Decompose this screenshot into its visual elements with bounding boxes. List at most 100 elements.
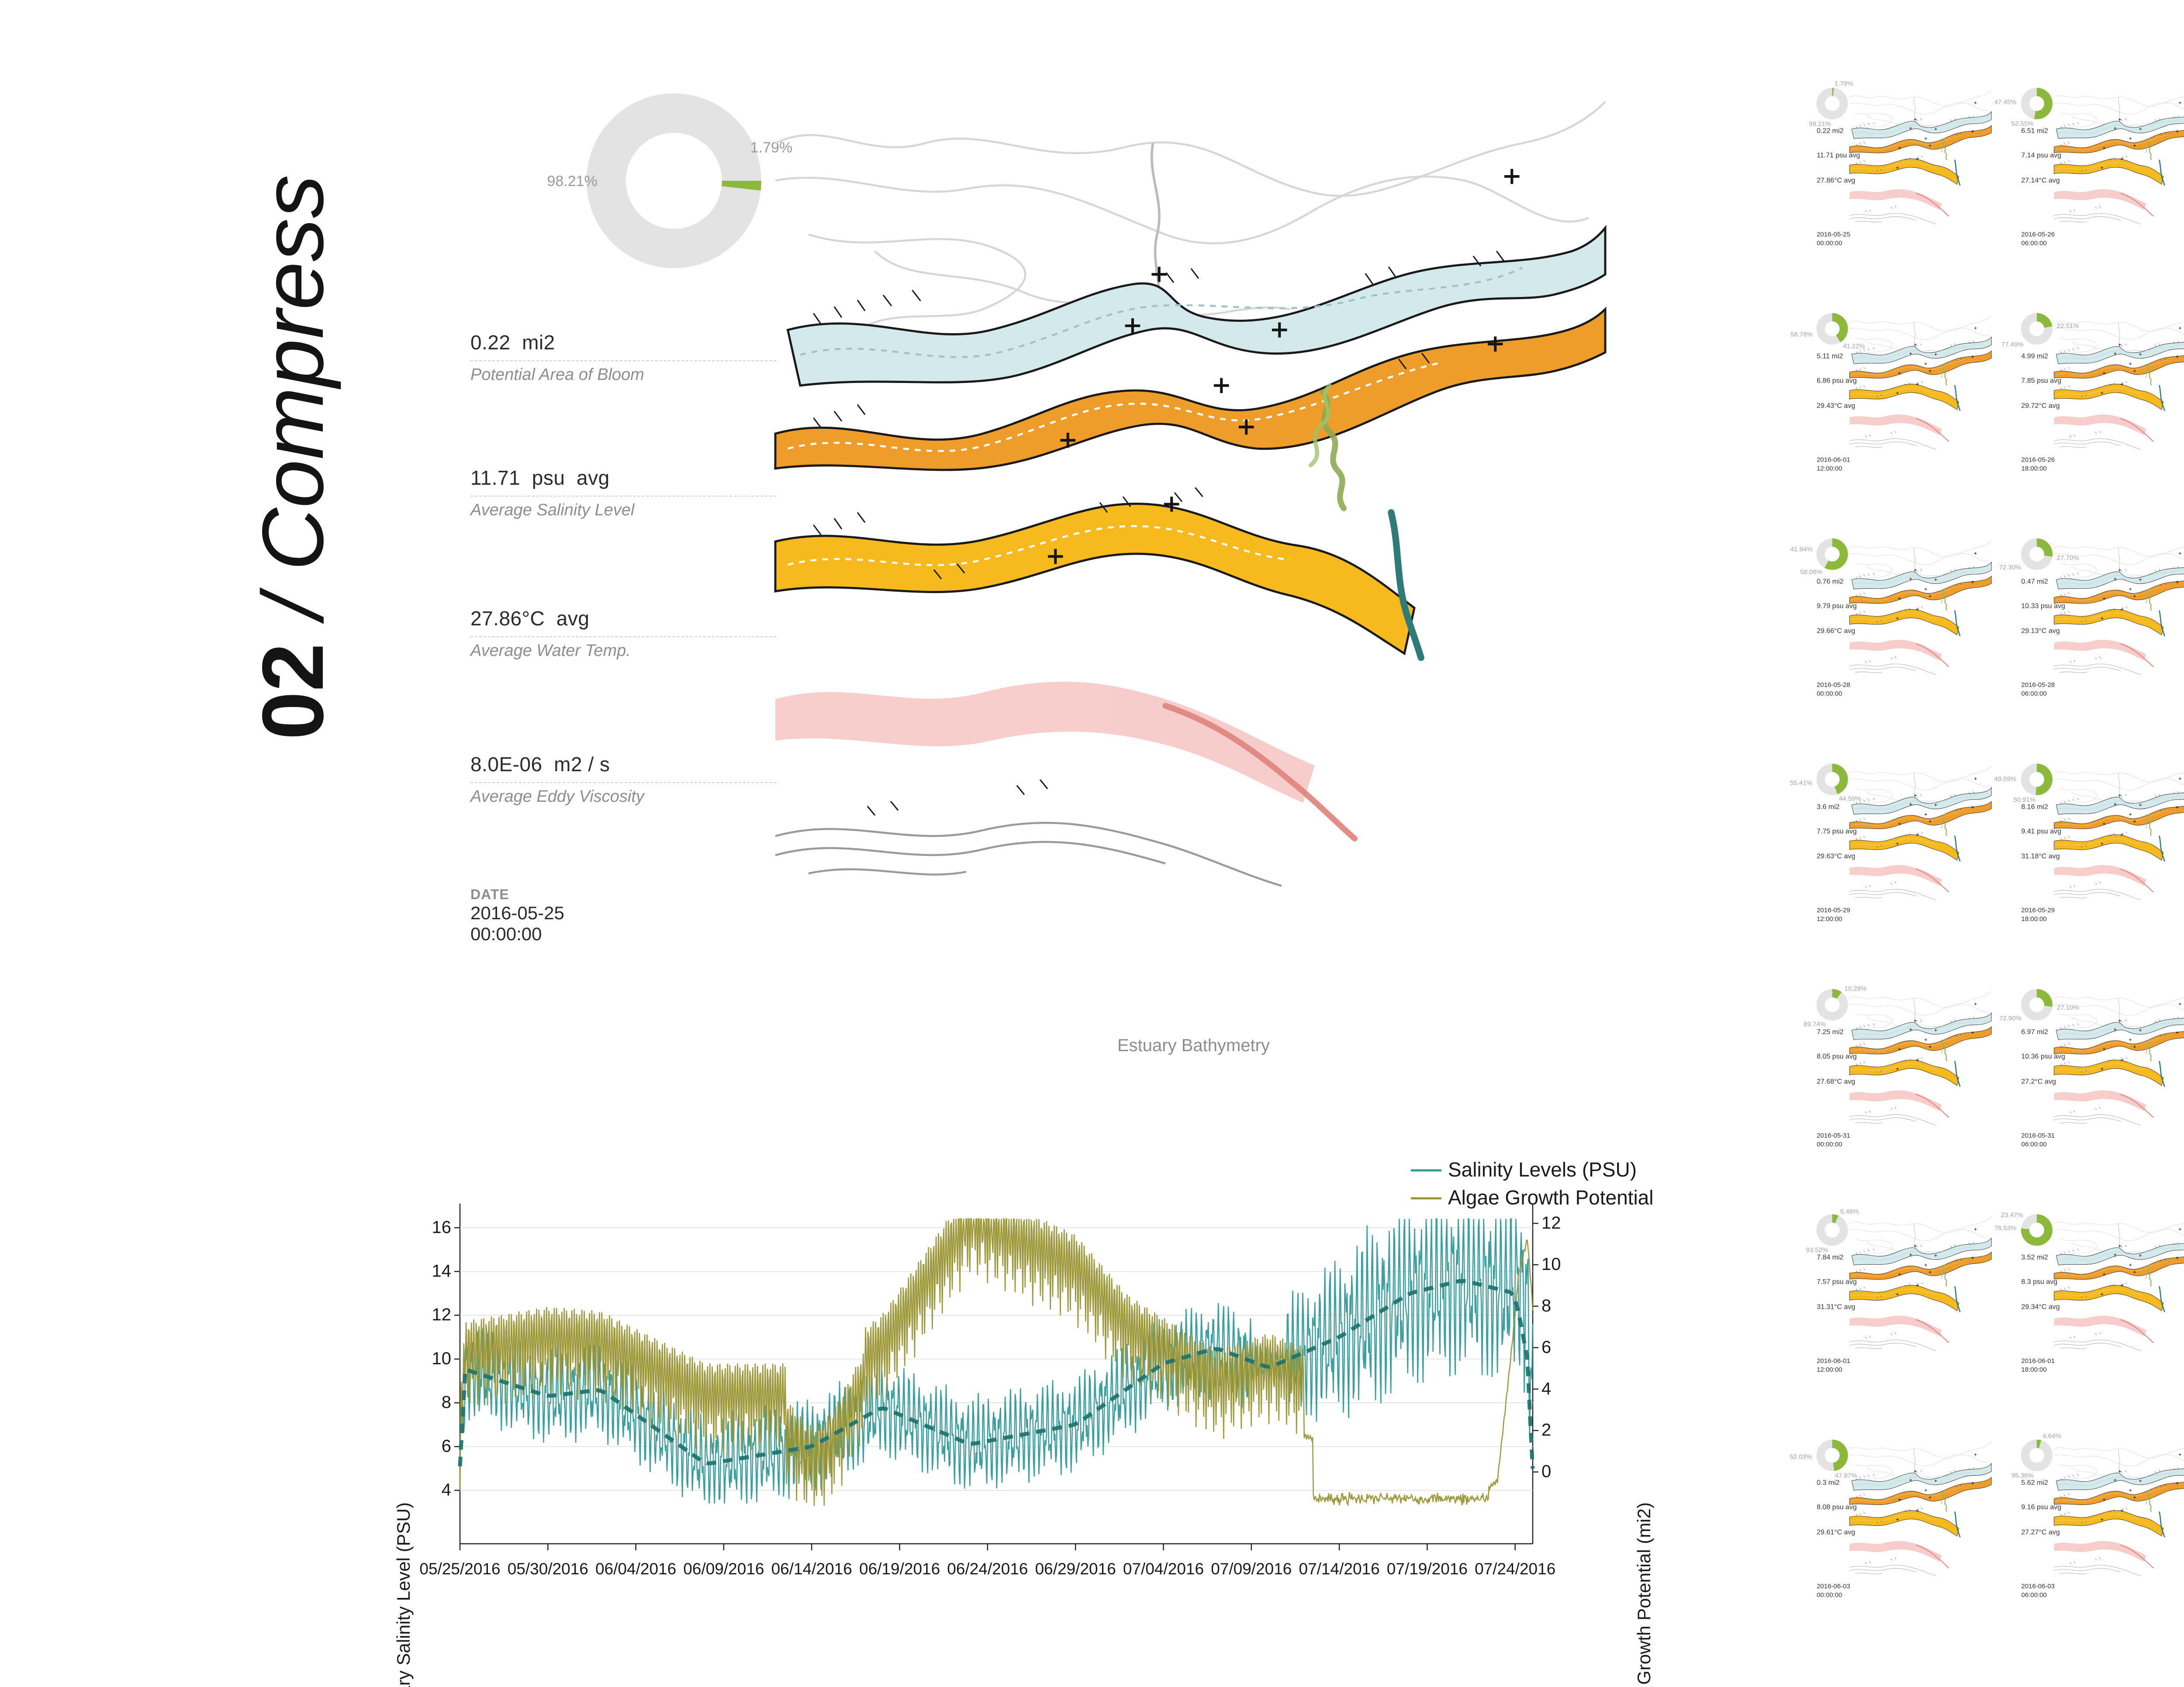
- svg-text:4: 4: [1541, 1379, 1551, 1398]
- svg-text:5.62 mi2: 5.62 mi2: [2021, 1479, 2048, 1487]
- svg-text:2016-06-01: 2016-06-01: [1817, 1357, 1850, 1365]
- svg-text:29.66°C avg: 29.66°C avg: [1817, 628, 1855, 635]
- svg-text:49.09%: 49.09%: [1994, 776, 2017, 783]
- svg-text:9.41 psu avg: 9.41 psu avg: [2021, 828, 2061, 835]
- svg-text:0.76 mi2: 0.76 mi2: [1817, 578, 1843, 585]
- svg-text:8.05 psu avg: 8.05 psu avg: [1817, 1053, 1857, 1060]
- svg-text:2016-06-03: 2016-06-03: [1817, 1583, 1850, 1590]
- svg-text:06/14/2016: 06/14/2016: [771, 1560, 852, 1578]
- svg-text:05/25/2016: 05/25/2016: [419, 1560, 500, 1578]
- svg-text:31.18°C avg: 31.18°C avg: [2021, 853, 2060, 860]
- svg-text:8.3 psu avg: 8.3 psu avg: [2021, 1278, 2057, 1286]
- svg-text:27.10%: 27.10%: [2057, 1004, 2079, 1011]
- svg-text:6.48%: 6.48%: [1840, 1208, 1859, 1215]
- svg-text:12: 12: [1541, 1213, 1561, 1232]
- svg-text:10.33 psu avg: 10.33 psu avg: [2021, 602, 2065, 610]
- svg-text:93.52%: 93.52%: [1806, 1246, 1828, 1254]
- svg-text:11.71 psu avg: 11.71 psu avg: [1817, 152, 1860, 159]
- svg-text:12:00:00: 12:00:00: [1817, 1366, 1842, 1373]
- svg-text:00:00:00: 00:00:00: [1817, 690, 1842, 697]
- svg-text:2: 2: [1541, 1421, 1551, 1440]
- svg-text:58.78%: 58.78%: [1790, 331, 1813, 338]
- svg-text:07/19/2016: 07/19/2016: [1387, 1560, 1468, 1578]
- svg-text:9.79 psu avg: 9.79 psu avg: [1817, 602, 1857, 610]
- svg-text:6.97 mi2: 6.97 mi2: [2021, 1028, 2048, 1036]
- svg-text:6: 6: [442, 1437, 451, 1456]
- svg-text:06/09/2016: 06/09/2016: [683, 1560, 764, 1578]
- svg-text:29.43°C avg: 29.43°C avg: [1817, 402, 1855, 410]
- svg-text:18:00:00: 18:00:00: [2021, 1366, 2046, 1373]
- svg-text:7.84 mi2: 7.84 mi2: [1817, 1254, 1843, 1261]
- svg-text:52.03%: 52.03%: [1790, 1453, 1812, 1461]
- svg-text:14: 14: [432, 1262, 452, 1281]
- svg-text:6.51 mi2: 6.51 mi2: [2021, 128, 2048, 135]
- svg-text:06:00:00: 06:00:00: [2021, 1591, 2046, 1599]
- svg-text:00:00:00: 00:00:00: [1817, 1141, 1842, 1148]
- svg-text:76.53%: 76.53%: [1994, 1225, 2017, 1232]
- svg-text:3.52 mi2: 3.52 mi2: [2021, 1254, 2048, 1261]
- svg-text:7.14 psu avg: 7.14 psu avg: [2021, 152, 2061, 159]
- svg-text:27.70%: 27.70%: [2057, 554, 2079, 562]
- svg-text:98.21%: 98.21%: [547, 173, 597, 190]
- svg-text:06/29/2016: 06/29/2016: [1035, 1560, 1116, 1578]
- svg-text:50.91%: 50.91%: [2013, 796, 2035, 804]
- svg-text:7.85 psu avg: 7.85 psu avg: [2021, 377, 2061, 385]
- svg-text:41.94%: 41.94%: [1790, 545, 1813, 553]
- svg-text:06:00:00: 06:00:00: [2021, 239, 2046, 247]
- svg-text:06/24/2016: 06/24/2016: [947, 1560, 1028, 1578]
- svg-text:Algae Growth Potential: Algae Growth Potential: [1448, 1186, 1654, 1209]
- svg-text:06/19/2016: 06/19/2016: [859, 1560, 940, 1578]
- svg-text:7.75 psu avg: 7.75 psu avg: [1817, 828, 1857, 835]
- svg-text:47.45%: 47.45%: [1994, 98, 2017, 106]
- svg-text:Salinity Levels (PSU): Salinity Levels (PSU): [1448, 1158, 1637, 1181]
- svg-text:10: 10: [1541, 1255, 1561, 1274]
- svg-text:27.14°C avg: 27.14°C avg: [2021, 177, 2060, 184]
- svg-text:06:00:00: 06:00:00: [2021, 1141, 2046, 1148]
- svg-text:27.68°C avg: 27.68°C avg: [1817, 1078, 1855, 1086]
- svg-text:6: 6: [1541, 1338, 1551, 1357]
- svg-text:89.74%: 89.74%: [1804, 1021, 1826, 1028]
- svg-text:2016-05-25: 2016-05-25: [1817, 231, 1850, 238]
- svg-text:77.49%: 77.49%: [2001, 341, 2024, 348]
- svg-text:07/24/2016: 07/24/2016: [1475, 1560, 1555, 1578]
- svg-text:2016-05-28: 2016-05-28: [1817, 681, 1850, 689]
- svg-text:0.3 mi2: 0.3 mi2: [1817, 1479, 1840, 1487]
- svg-text:55.41%: 55.41%: [1790, 780, 1812, 787]
- svg-text:2016-05-26: 2016-05-26: [2021, 231, 2055, 238]
- svg-text:27.2°C avg: 27.2°C avg: [2021, 1078, 2056, 1086]
- svg-text:29.63°C avg: 29.63°C avg: [1817, 853, 1855, 860]
- svg-text:29.13°C avg: 29.13°C avg: [2021, 628, 2060, 635]
- svg-text:00:00:00: 00:00:00: [1817, 239, 1842, 247]
- svg-text:72.90%: 72.90%: [1999, 1014, 2022, 1022]
- svg-text:2016-05-31: 2016-05-31: [2021, 1132, 2055, 1139]
- svg-text:27.27°C avg: 27.27°C avg: [2021, 1528, 2060, 1536]
- svg-text:06:00:00: 06:00:00: [2021, 690, 2046, 697]
- svg-text:58.06%: 58.06%: [1800, 569, 1822, 576]
- svg-text:2016-06-01: 2016-06-01: [1817, 456, 1850, 463]
- svg-text:07/14/2016: 07/14/2016: [1299, 1560, 1380, 1578]
- svg-text:52.55%: 52.55%: [2011, 120, 2034, 128]
- svg-text:9.16 psu avg: 9.16 psu avg: [2021, 1504, 2061, 1511]
- svg-text:41.22%: 41.22%: [1843, 343, 1865, 350]
- svg-text:1.79%: 1.79%: [750, 139, 792, 156]
- svg-text:18:00:00: 18:00:00: [2021, 465, 2046, 472]
- svg-text:23.47%: 23.47%: [2001, 1211, 2023, 1219]
- svg-text:06/04/2016: 06/04/2016: [595, 1560, 676, 1578]
- svg-text:4.64%: 4.64%: [2042, 1432, 2061, 1440]
- svg-text:12: 12: [432, 1305, 452, 1325]
- svg-text:0.22 mi2: 0.22 mi2: [1817, 128, 1843, 135]
- svg-text:95.36%: 95.36%: [2011, 1472, 2034, 1480]
- svg-text:2016-05-26: 2016-05-26: [2021, 456, 2055, 463]
- svg-text:22.51%: 22.51%: [2057, 322, 2079, 330]
- svg-text:8: 8: [442, 1393, 451, 1412]
- svg-text:2016-05-29: 2016-05-29: [2021, 907, 2055, 914]
- svg-text:29.61°C avg: 29.61°C avg: [1817, 1528, 1855, 1536]
- svg-text:0: 0: [1541, 1462, 1551, 1481]
- svg-text:10.36 psu avg: 10.36 psu avg: [2021, 1053, 2065, 1060]
- svg-text:16: 16: [432, 1218, 452, 1237]
- svg-text:98.21%: 98.21%: [1809, 121, 1831, 128]
- svg-text:2016-05-29: 2016-05-29: [1817, 907, 1850, 914]
- svg-text:4: 4: [442, 1480, 451, 1500]
- svg-text:4.99 mi2: 4.99 mi2: [2021, 353, 2048, 360]
- svg-text:10: 10: [432, 1349, 452, 1368]
